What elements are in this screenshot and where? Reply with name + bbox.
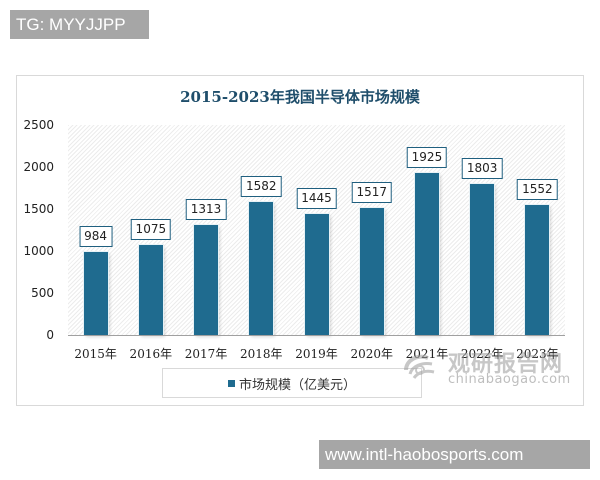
data-label: 1582 <box>240 176 282 198</box>
bar <box>249 202 274 335</box>
y-tick-label: 500 <box>31 286 54 300</box>
x-tick-label: 2018年 <box>239 347 283 361</box>
data-label: 1803 <box>461 157 503 179</box>
bottom-watermark-tag: www.intl-haobosports.com <box>319 440 590 469</box>
chart-title: 2015-2023年我国半导体市场规模 <box>180 88 420 106</box>
bar <box>414 173 439 335</box>
x-axis-line <box>68 335 565 336</box>
x-tick-label: 2016年 <box>129 347 173 361</box>
x-tick-label: 2019年 <box>295 347 338 361</box>
x-tick-label: 2015年 <box>74 347 117 361</box>
data-label: 984 <box>79 226 113 248</box>
legend-swatch-icon <box>227 379 235 387</box>
x-tick-label: 2023年 <box>516 347 559 361</box>
x-tick-label: 2022年 <box>460 347 504 361</box>
bar <box>470 183 495 335</box>
bar <box>525 204 550 335</box>
data-label: 1445 <box>296 187 337 209</box>
data-label: 1075 <box>130 218 172 240</box>
bar <box>83 252 108 335</box>
bar <box>304 213 329 335</box>
watermark-cn-text: 观研报告网 <box>448 352 564 377</box>
x-tick-label: 2017年 <box>184 347 228 361</box>
bar <box>194 224 219 335</box>
bar <box>359 207 384 335</box>
x-tick-label: 2020年 <box>350 347 393 361</box>
y-tick-label: 2000 <box>23 160 54 174</box>
y-tick-label: 1500 <box>23 202 54 216</box>
y-tick-label: 1000 <box>23 244 54 258</box>
data-label: 1552 <box>517 178 558 200</box>
watermark: 观研报告网 chinabaogao.com <box>398 346 578 388</box>
swirl-logo-icon <box>404 354 435 379</box>
watermark-en-text: chinabaogao.com <box>448 372 571 387</box>
y-tick-label: 0 <box>46 328 54 342</box>
legend-label: 市场规模（亿美元） <box>238 377 356 393</box>
top-watermark-tag: TG: MYYJJPP <box>10 10 149 39</box>
data-label: 1313 <box>185 198 227 220</box>
legend: 市场规模（亿美元） <box>162 368 422 398</box>
bar <box>138 244 163 335</box>
data-label: 1925 <box>406 147 448 169</box>
data-label: 1517 <box>351 181 392 203</box>
y-tick-label: 2500 <box>23 118 54 132</box>
